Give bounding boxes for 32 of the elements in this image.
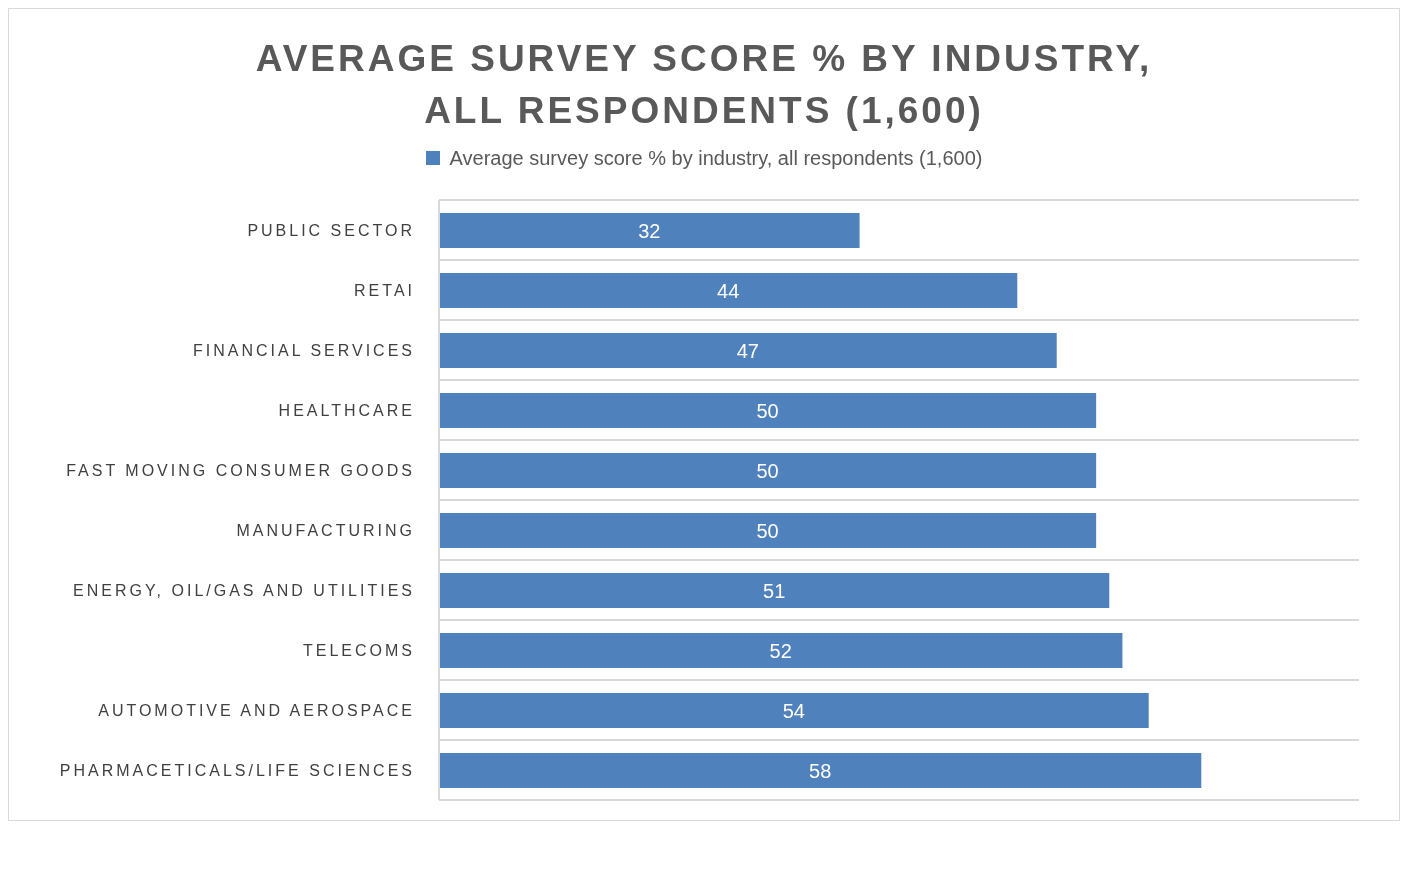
bar [439,452,1097,488]
bar [439,752,1202,788]
data-label: 32 [638,219,661,242]
bar [439,332,1057,368]
bar [439,512,1097,548]
bar [439,392,1097,428]
bar [439,272,1018,308]
y-tick-label: ENERGY, OIL/GAS AND UTILITIES [73,581,415,599]
bar [439,212,860,248]
bar [439,572,1110,608]
data-label: 52 [769,639,792,662]
chart-title: AVERAGE SURVEY SCORE % BY INDUSTRY, ALL RESPONDENTS (1,600) [254,37,1154,133]
y-tick-label: RETAI [354,281,415,299]
data-label: 51 [763,579,786,602]
bar [439,692,1149,728]
data-label: 50 [756,459,779,482]
legend-label: Average survey score % by industry, all respondents (1,600) [449,146,983,170]
y-tick-label: TELECOMS [302,641,415,659]
data-label: 47 [736,339,759,362]
y-tick-label: AUTOMOTIVE AND AEROSPACE [98,701,415,719]
y-tick-label: PHARMACETICALS/LIFE SCIENCES [59,761,415,779]
data-label: 44 [717,279,740,302]
data-label: 50 [756,399,779,422]
y-tick-label: HEALTHCARE [278,401,415,419]
data-label: 54 [782,699,805,722]
y-tick-label: FAST MOVING CONSUMER GOODS [66,461,415,479]
bar [439,632,1123,668]
y-tick-label: PUBLIC SECTOR [247,221,415,239]
y-tick-label: FINANCIAL SERVICES [192,341,415,359]
y-tick-label: MANUFACTURING [236,521,415,539]
data-label: 50 [756,519,779,542]
data-label: 58 [809,759,832,782]
